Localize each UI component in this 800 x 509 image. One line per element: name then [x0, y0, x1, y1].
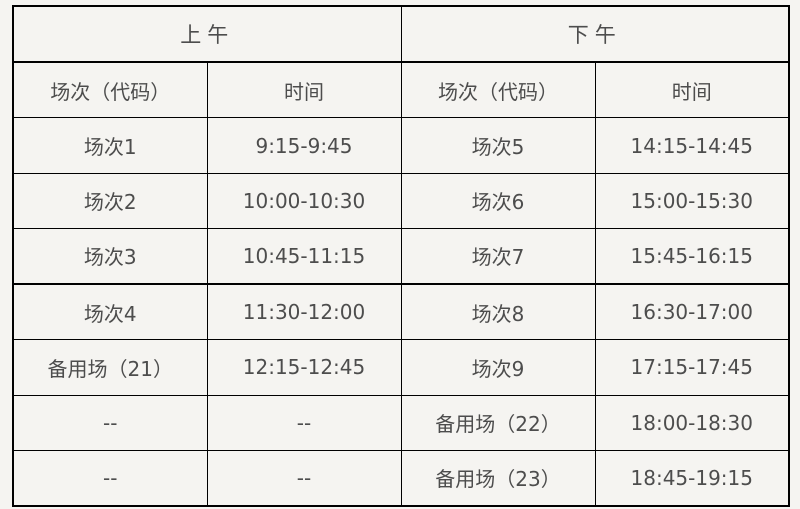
pm-session-cell: 备用场（23）	[400, 449, 596, 507]
am-time-cell: --	[206, 394, 402, 451]
am-time-cell: 10:45-11:15	[206, 227, 402, 285]
pm-session-cell: 场次7	[400, 227, 596, 285]
table-row: 场次1 9:15-9:45 场次5 14:15-14:45	[12, 117, 790, 174]
pm-time-cell: 18:00-18:30	[594, 394, 790, 451]
pm-time-cell: 15:45-16:15	[594, 227, 790, 285]
am-session-cell: 场次4	[12, 283, 208, 341]
am-session-cell: --	[12, 449, 208, 507]
column-header-row: 场次（代码） 时间 场次（代码） 时间	[12, 61, 790, 119]
am-session-cell: 备用场（21）	[12, 339, 208, 396]
am-time-cell: 11:30-12:00	[206, 283, 402, 341]
am-session-cell: 场次3	[12, 227, 208, 285]
table-row: 场次4 11:30-12:00 场次8 16:30-17:00	[12, 283, 790, 341]
pm-time-cell: 17:15-17:45	[594, 339, 790, 396]
table-row: 场次3 10:45-11:15 场次7 15:45-16:15	[12, 227, 790, 285]
pm-time-cell: 16:30-17:00	[594, 283, 790, 341]
pm-time-header: 时间	[594, 61, 790, 119]
table-row: 备用场（21） 12:15-12:45 场次9 17:15-17:45	[12, 339, 790, 396]
table-row: -- -- 备用场（23） 18:45-19:15	[12, 449, 790, 507]
am-time-cell: --	[206, 449, 402, 507]
pm-session-cell: 场次6	[400, 172, 596, 229]
pm-time-cell: 15:00-15:30	[594, 172, 790, 229]
am-session-header: 场次（代码）	[12, 61, 208, 119]
am-time-cell: 10:00-10:30	[206, 172, 402, 229]
am-time-header: 时间	[206, 61, 402, 119]
pm-time-cell: 14:15-14:45	[594, 117, 790, 174]
am-time-cell: 9:15-9:45	[206, 117, 402, 174]
pm-session-cell: 场次5	[400, 117, 596, 174]
am-time-cell: 12:15-12:45	[206, 339, 402, 396]
pm-session-cell: 场次9	[400, 339, 596, 396]
pm-session-cell: 备用场（22）	[400, 394, 596, 451]
pm-time-cell: 18:45-19:15	[594, 449, 790, 507]
am-session-cell: --	[12, 394, 208, 451]
period-header-row: 上午 下午	[12, 5, 790, 64]
morning-header: 上午	[12, 5, 402, 64]
pm-session-cell: 场次8	[400, 283, 596, 341]
schedule-table: 上午 下午 场次（代码） 时间 场次（代码） 时间 场次1 9:15-9:45 场次…	[12, 5, 790, 507]
am-session-cell: 场次1	[12, 117, 208, 174]
table-row: -- -- 备用场（22） 18:00-18:30	[12, 394, 790, 451]
pm-session-header: 场次（代码）	[400, 61, 596, 119]
afternoon-header: 下午	[400, 5, 790, 64]
am-session-cell: 场次2	[12, 172, 208, 229]
table-row: 场次2 10:00-10:30 场次6 15:00-15:30	[12, 172, 790, 229]
